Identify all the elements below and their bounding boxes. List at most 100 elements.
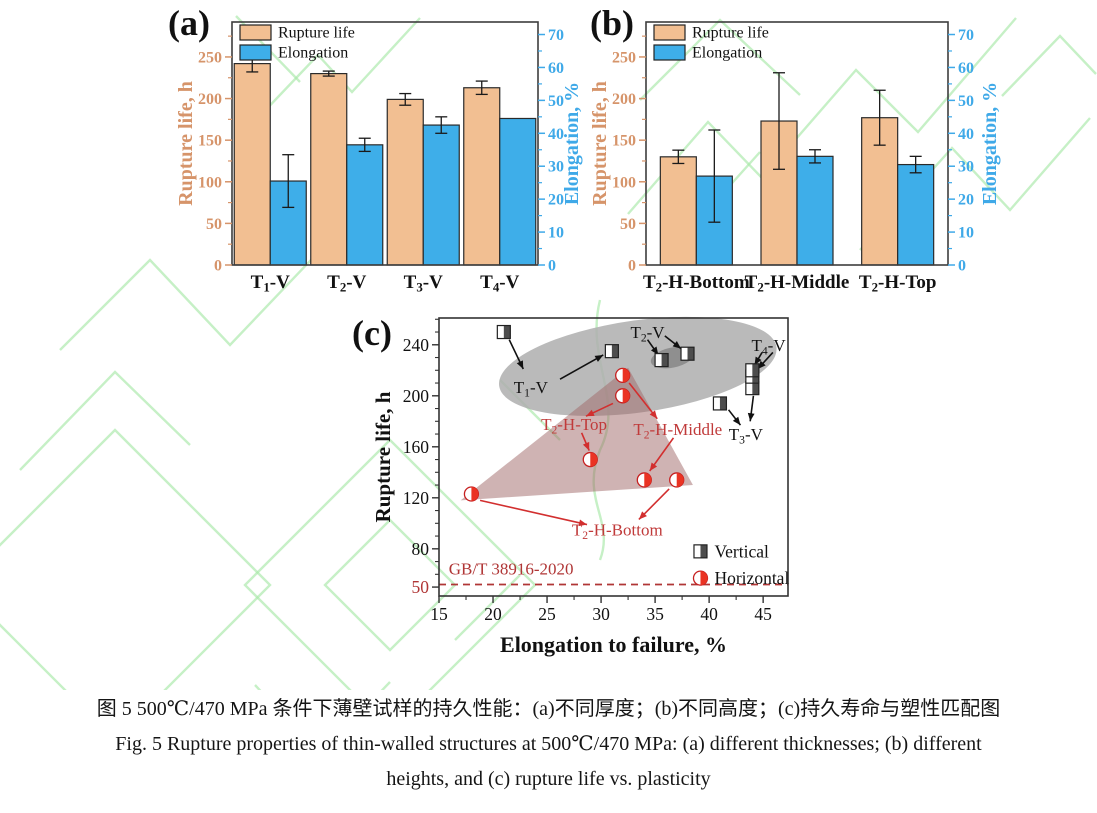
scatter-point-vertical-border <box>693 544 708 559</box>
watermark-shape <box>59 239 331 351</box>
annotation-arrowhead <box>650 346 659 355</box>
scatter-point-vertical-border <box>604 344 619 359</box>
tick-label-right: 10 <box>958 225 974 242</box>
annotation-label: T2-V <box>630 323 665 345</box>
tick-label-right: 60 <box>958 60 974 77</box>
scatter-point-vertical-border <box>496 324 511 340</box>
annotation-arrowhead <box>638 511 647 520</box>
tick-label-left: 100 <box>198 174 222 191</box>
panel-c-chart: GB/T 38916-2020 T1-V T2-V T4-V T3-V T2-H-Top T… <box>371 316 789 657</box>
tick-label-right: 30 <box>958 159 974 176</box>
legend-label: Rupture life <box>278 25 355 42</box>
annotation-label: T2-H-Middle <box>633 420 722 442</box>
panel-a-chart: T1-V T2-V T3-V T4-V 0 50 100 150 200 250 0 10 20 30 40… <box>175 21 583 295</box>
watermark-shape <box>19 370 191 471</box>
scatter-point-horizontal-half <box>644 472 652 487</box>
scatter-point-horizontal-half <box>622 388 630 403</box>
annotation-arrowhead <box>594 354 604 362</box>
legend-label: Rupture life <box>692 25 769 42</box>
bar-rupture-life <box>233 63 271 266</box>
annotation-arrow <box>559 354 604 380</box>
tick-label-x: 40 <box>700 604 718 624</box>
bar-elongation <box>796 155 834 266</box>
tick-label-right: 30 <box>548 159 564 176</box>
tick-label-right: 10 <box>548 225 564 242</box>
category-label: T2-H-Top <box>859 272 937 295</box>
tick-label-x: 30 <box>592 604 610 624</box>
tick-label-left: 50 <box>206 216 222 233</box>
tick-label-left: 200 <box>198 91 222 108</box>
tick-label-left: 100 <box>612 174 636 191</box>
tick-label-x: 20 <box>484 604 502 624</box>
axis-frame <box>231 21 539 266</box>
tick-label-x: 35 <box>646 604 664 624</box>
tick-label-x: 45 <box>754 604 772 624</box>
tick-label-right: 60 <box>548 60 564 77</box>
category-label: T2-H-Bottom <box>643 272 750 295</box>
scatter-point-vertical-border <box>712 396 728 411</box>
scatter-point-horizontal-half <box>471 486 479 501</box>
tick-label-right: 0 <box>958 258 966 275</box>
watermark-shape <box>323 518 457 652</box>
annotation-arrowhead <box>578 519 588 527</box>
axis-frame <box>645 21 949 266</box>
watermark-shape <box>243 438 537 690</box>
legend-label: Elongation <box>692 45 762 62</box>
left-axis-title: Rupture life, h <box>589 81 611 206</box>
tick-label-y: 50 <box>412 577 430 597</box>
legend-label: Vertical <box>714 541 769 561</box>
legend-swatch <box>653 44 686 61</box>
tick-label-left: 150 <box>198 133 222 150</box>
category-label: T4-V <box>480 272 519 295</box>
annotation-arrowhead <box>649 410 658 419</box>
annotation-arrowhead <box>649 462 658 472</box>
category-label: T2-H-Middle <box>745 272 850 295</box>
annotation-arrowhead <box>672 340 682 349</box>
bar-rupture-life <box>310 72 348 266</box>
tick-label-left: 150 <box>612 133 636 150</box>
scatter-point-vertical-half <box>503 325 511 339</box>
scatter-point-vertical-half <box>661 353 669 367</box>
scatter-point-vertical-half <box>611 344 619 358</box>
tick-label-right: 50 <box>548 93 564 110</box>
annotation-label: T2-H-Top <box>541 415 607 437</box>
tick-label-right: 0 <box>548 258 556 275</box>
tick-label-right: 70 <box>548 27 564 44</box>
bar-elongation <box>897 163 935 266</box>
tick-label-right: 70 <box>958 27 974 44</box>
left-axis-title: Rupture life, h <box>175 81 197 206</box>
tick-label-y: 200 <box>403 386 430 406</box>
reference-label: GB/T 38916-2020 <box>449 559 574 578</box>
tick-label-left: 200 <box>612 91 636 108</box>
annotation-arrowhead <box>747 412 755 422</box>
scatter-point-vertical-border <box>745 363 760 378</box>
region-ellipse <box>499 316 777 417</box>
scatter-point-vertical-border <box>680 346 695 361</box>
tick-label-y: 240 <box>403 335 430 355</box>
scatter-point-vertical-half <box>700 544 707 558</box>
panel-c-letter: (c) <box>352 313 392 353</box>
scatter-point-horizontal-half <box>700 571 708 586</box>
tick-label-right: 20 <box>958 192 974 209</box>
tick-label-left: 250 <box>612 49 636 66</box>
annotation-label: T4-V <box>751 336 786 358</box>
caption-en-1: Fig. 5 Rupture properties of thin-walled… <box>115 733 982 755</box>
tick-label-right: 40 <box>548 126 564 143</box>
tick-label-y: 80 <box>412 539 430 559</box>
annotation-arrowhead <box>585 409 595 417</box>
annotation-arrowhead <box>757 360 766 370</box>
bar-rupture-life <box>386 98 424 266</box>
region-triangle <box>460 367 693 501</box>
tick-label-left: 50 <box>620 216 636 233</box>
bar-elongation <box>422 124 460 266</box>
category-label: T1-V <box>251 272 290 295</box>
annotation-arrowhead <box>516 360 524 370</box>
right-axis-title: Elongation, % <box>561 82 583 205</box>
legend-swatch <box>653 24 686 41</box>
category-label: T2-V <box>327 272 366 295</box>
bar-rupture-life <box>659 156 697 266</box>
bar-elongation <box>346 144 384 266</box>
legend-label: Elongation <box>278 45 348 62</box>
watermark-shape <box>639 18 801 101</box>
